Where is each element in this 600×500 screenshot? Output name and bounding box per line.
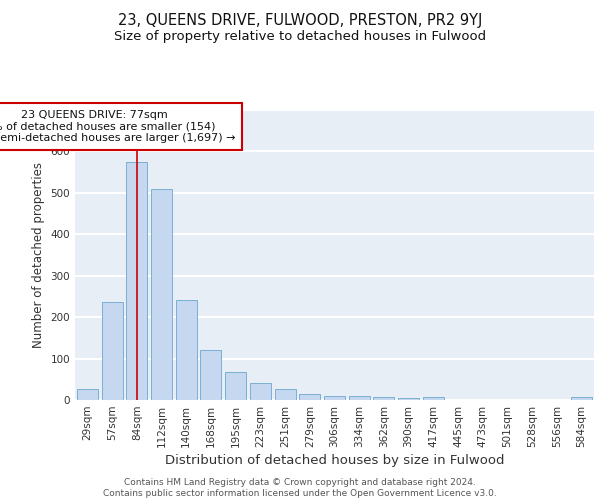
Bar <box>373 396 394 400</box>
Bar <box>299 394 320 400</box>
Bar <box>151 188 172 400</box>
Bar <box>176 300 197 400</box>
Bar <box>398 398 419 400</box>
Text: 23, QUEENS DRIVE, FULWOOD, PRESTON, PR2 9YJ: 23, QUEENS DRIVE, FULWOOD, PRESTON, PR2 … <box>118 12 482 28</box>
X-axis label: Distribution of detached houses by size in Fulwood: Distribution of detached houses by size … <box>165 454 504 467</box>
Bar <box>200 350 221 400</box>
Bar <box>101 302 122 400</box>
Bar <box>126 162 147 400</box>
Text: Size of property relative to detached houses in Fulwood: Size of property relative to detached ho… <box>114 30 486 43</box>
Bar <box>250 384 271 400</box>
Bar <box>324 396 345 400</box>
Bar <box>349 396 370 400</box>
Bar <box>571 397 592 400</box>
Text: 23 QUEENS DRIVE: 77sqm
← 8% of detached houses are smaller (154)
91% of semi-det: 23 QUEENS DRIVE: 77sqm ← 8% of detached … <box>0 110 236 143</box>
Bar <box>225 372 246 400</box>
Text: Contains HM Land Registry data © Crown copyright and database right 2024.
Contai: Contains HM Land Registry data © Crown c… <box>103 478 497 498</box>
Bar <box>77 389 98 400</box>
Y-axis label: Number of detached properties: Number of detached properties <box>32 162 45 348</box>
Bar <box>275 389 296 400</box>
Bar <box>423 397 444 400</box>
